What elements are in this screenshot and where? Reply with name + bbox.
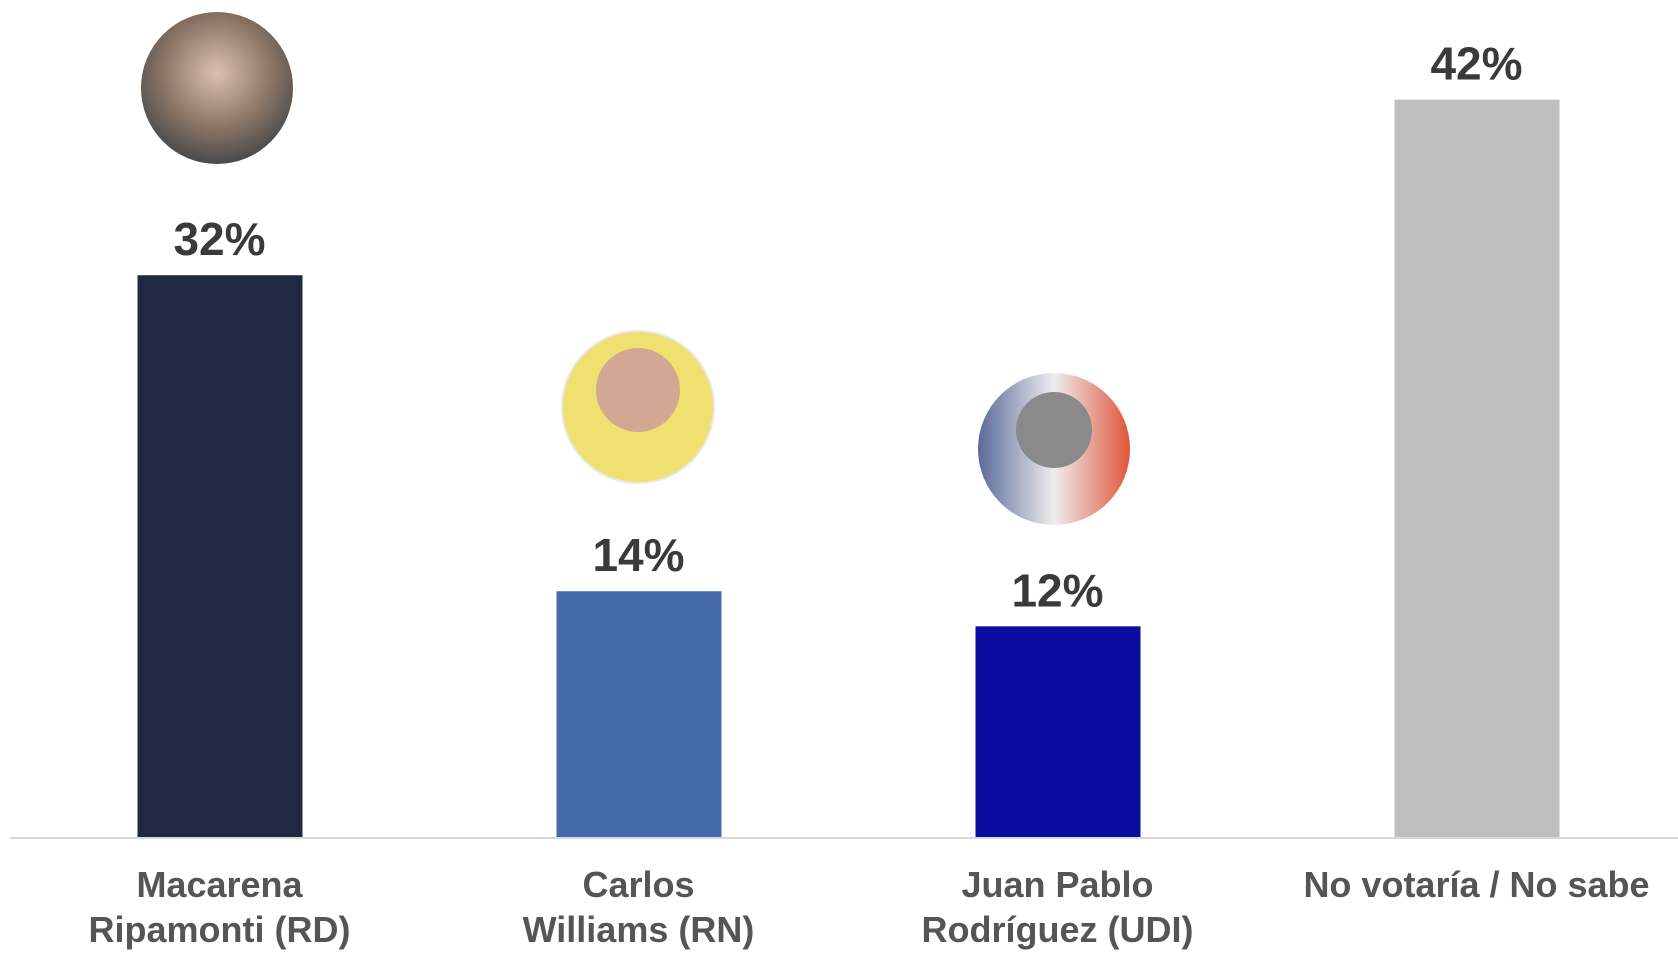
category-label: Carlos Williams (RN) [522,864,755,950]
category-label: Macarena Ripamonti (RD) [88,864,351,950]
bar [137,275,303,837]
bar [1394,99,1560,837]
candidate-photo-face [1016,392,1092,468]
value-label: 42% [1430,38,1522,90]
category-label: Juan Pablo Rodríguez (UDI) [921,864,1194,950]
candidate-photo [141,12,293,164]
category-label: No votaría / No sabe [1303,864,1650,905]
value-label: 12% [1011,564,1103,616]
value-label: 32% [173,213,265,265]
candidate-photo-face [596,348,680,432]
value-label: 14% [592,529,684,581]
bar [975,626,1141,837]
bar [556,591,722,837]
